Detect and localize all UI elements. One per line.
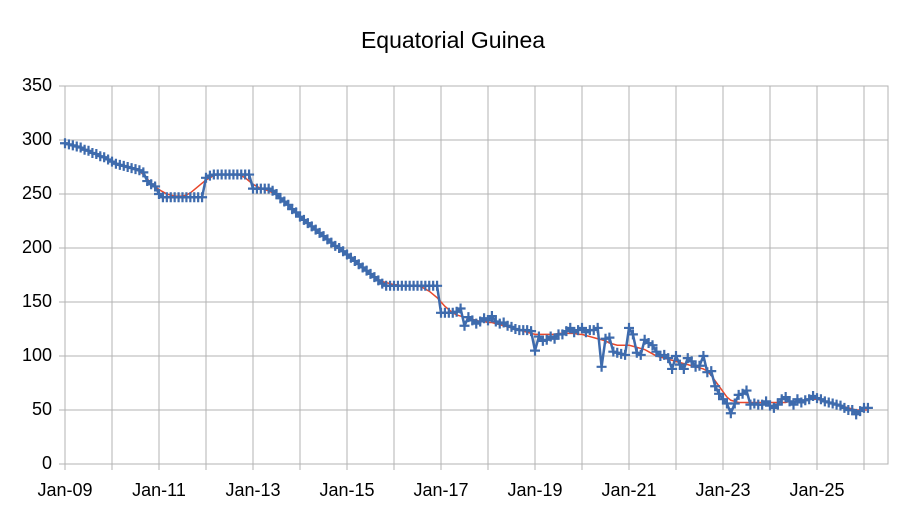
point-marker <box>678 363 689 374</box>
point-marker <box>671 351 681 361</box>
point-marker <box>710 381 721 392</box>
point-marker <box>197 192 208 203</box>
point-marker <box>486 311 497 322</box>
chart-title: Equatorial Guinea <box>361 27 545 53</box>
x-tick-label: Jan-09 <box>37 480 92 500</box>
x-tick-label: Jan-19 <box>507 480 562 500</box>
y-tick-label: 350 <box>22 75 52 95</box>
point-marker <box>788 399 799 410</box>
y-tick-label: 100 <box>22 345 52 365</box>
point-marker <box>663 353 674 364</box>
y-tick-label: 50 <box>32 399 52 419</box>
point-marker <box>706 366 717 377</box>
series-line <box>64 142 868 411</box>
point-marker <box>150 181 161 192</box>
point-marker <box>725 408 736 419</box>
point-marker <box>138 167 149 178</box>
point-marker <box>686 356 697 367</box>
point-marker <box>741 385 752 396</box>
series-line <box>64 142 868 417</box>
point-marker <box>862 402 873 413</box>
y-tick-label: 0 <box>42 453 52 473</box>
point-marker <box>694 360 705 371</box>
point-marker <box>624 322 634 333</box>
plot-frame <box>64 85 889 465</box>
point-marker <box>729 398 740 409</box>
point-marker <box>459 320 470 331</box>
point-marker <box>244 169 255 180</box>
point-marker <box>667 363 678 374</box>
y-tick-label: 250 <box>22 183 52 203</box>
point-marker <box>647 340 658 351</box>
x-tick-label: Jan-11 <box>132 480 186 500</box>
x-tick-label: Jan-25 <box>789 480 844 500</box>
point-marker <box>635 349 646 360</box>
point-marker <box>530 345 540 356</box>
point-marker <box>592 322 603 333</box>
point-marker <box>627 329 638 340</box>
point-marker <box>620 349 631 360</box>
point-marker <box>772 399 783 410</box>
x-tick-label: Jan-17 <box>413 480 468 500</box>
y-tick-label: 150 <box>22 291 52 311</box>
x-tick-label: Jan-13 <box>225 480 280 500</box>
point-marker <box>526 326 537 337</box>
x-tick-label: Jan-21 <box>601 480 656 500</box>
point-marker <box>596 361 607 372</box>
x-tick-label: Jan-15 <box>319 480 374 500</box>
x-tick-label: Jan-23 <box>695 480 750 500</box>
point-marker <box>432 280 443 291</box>
point-marker <box>698 351 709 361</box>
y-tick-label: 200 <box>22 237 52 257</box>
y-tick-label: 300 <box>22 129 52 149</box>
point-marker <box>455 303 466 314</box>
point-marker <box>714 388 725 399</box>
point-marker <box>604 332 615 343</box>
